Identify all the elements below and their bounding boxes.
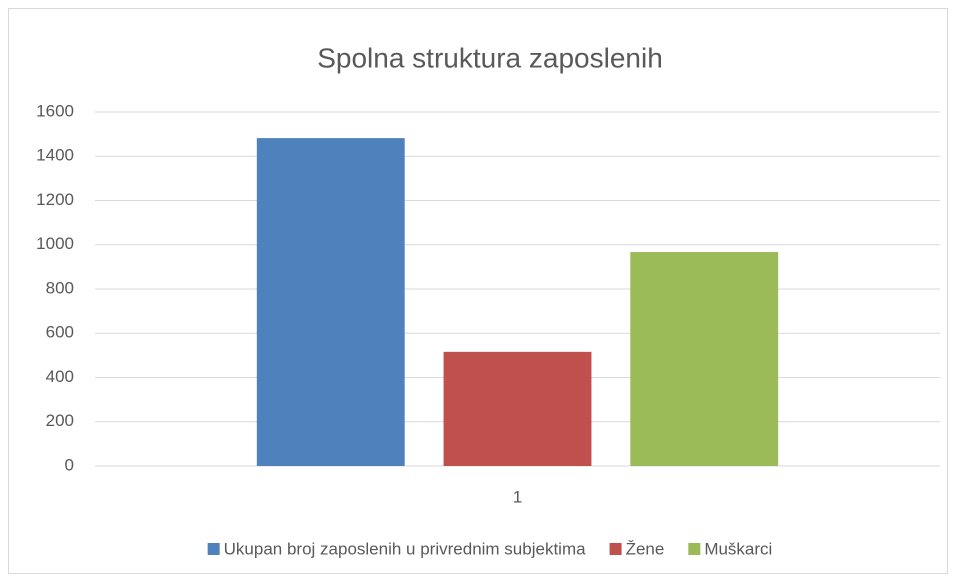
chart-border: [8, 8, 948, 574]
legend-label: Muškarci: [704, 539, 772, 558]
y-tick-label: 1600: [36, 101, 74, 120]
y-tick-label: 600: [46, 323, 74, 342]
legend-label: Ukupan broj zaposlenih u privrednim subj…: [224, 539, 586, 558]
legend-swatch: [688, 543, 701, 555]
bar: [443, 351, 592, 466]
y-tick-label: 0: [65, 455, 74, 474]
legend-label: Žene: [626, 539, 665, 558]
x-tick-label: 1: [513, 487, 522, 506]
bar: [256, 138, 405, 467]
y-tick-label: 1400: [36, 146, 74, 165]
legend-swatch: [609, 543, 622, 555]
legend-swatch: [207, 543, 220, 555]
chart-title: Spolna struktura zaposlenih: [317, 42, 663, 73]
y-tick-label: 800: [46, 278, 74, 297]
y-tick-label: 1200: [36, 190, 74, 209]
y-tick-label: 1000: [36, 234, 74, 253]
bar: [630, 252, 779, 466]
y-tick-label: 200: [46, 411, 74, 430]
y-tick-label: 400: [46, 367, 74, 386]
